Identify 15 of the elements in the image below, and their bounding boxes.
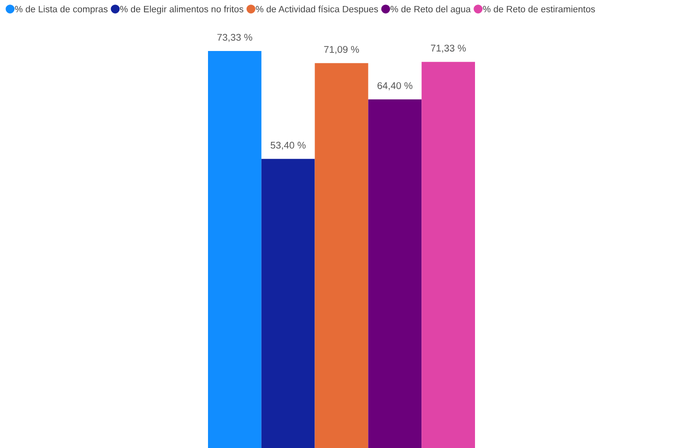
- data-label: 64,40 %: [378, 82, 412, 90]
- legend-label: % de Lista de compras: [14, 6, 108, 14]
- legend-label: % de Reto del agua: [390, 6, 471, 14]
- data-label: 53,40 %: [270, 142, 306, 150]
- bar: [422, 62, 475, 448]
- data-label: 71,09 %: [324, 46, 359, 54]
- bar: [208, 51, 262, 448]
- bar: [261, 158, 315, 448]
- data-label: 73,33 %: [217, 34, 252, 42]
- legend-label: % de Elegir alimentos no fritos: [120, 6, 244, 14]
- data-label: 71,33 %: [430, 44, 466, 53]
- bar: [314, 63, 368, 448]
- bar: [368, 99, 422, 448]
- legend-label: % de Reto de estiramientos: [483, 6, 595, 12]
- legend-label: % de Actividad física Despues: [256, 6, 378, 14]
